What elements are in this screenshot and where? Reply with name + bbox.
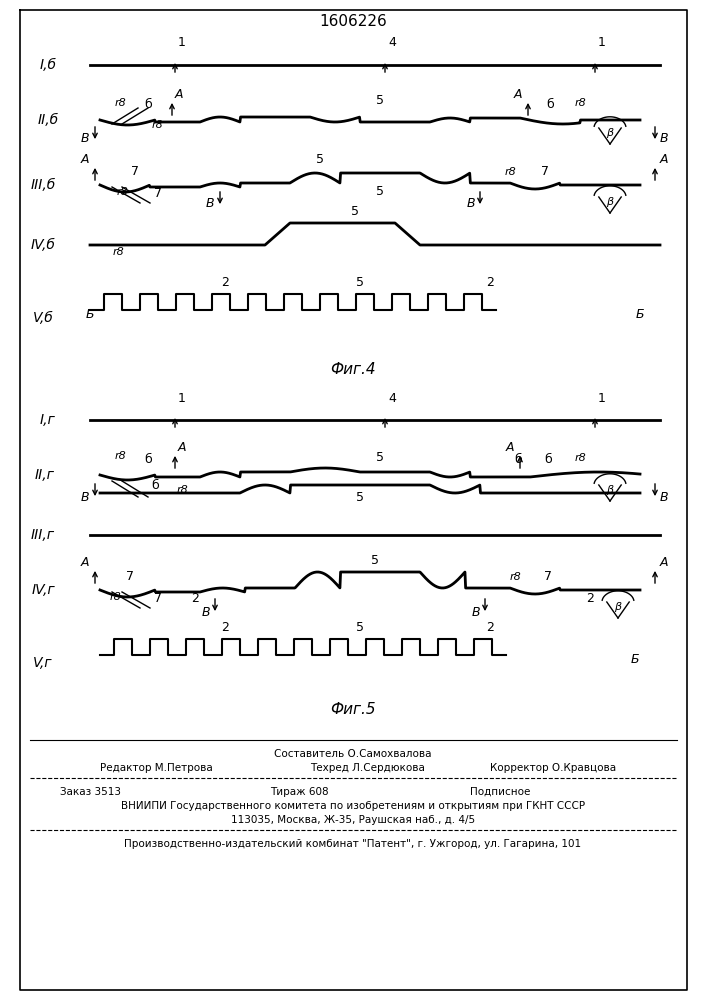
Text: 5: 5 xyxy=(356,491,364,504)
Text: B: B xyxy=(660,491,669,504)
Text: II,б: II,б xyxy=(37,113,59,127)
Text: B: B xyxy=(472,606,480,619)
Text: 113035, Москва, Ж-35, Раушская наб., д. 4/5: 113035, Москва, Ж-35, Раушская наб., д. … xyxy=(231,815,475,825)
Text: 5: 5 xyxy=(376,94,384,107)
Text: Производственно-издательский комбинат "Патент", г. Ужгород, ул. Гагарина, 101: Производственно-издательский комбинат "П… xyxy=(124,839,582,849)
Text: β: β xyxy=(614,602,621,612)
Text: б: б xyxy=(546,98,554,111)
Text: B: B xyxy=(201,606,210,619)
Text: A: A xyxy=(506,441,514,454)
Text: 7: 7 xyxy=(131,165,139,178)
Text: Фиг.4: Фиг.4 xyxy=(330,362,376,377)
Text: II,г: II,г xyxy=(35,468,55,482)
Text: V,б: V,б xyxy=(33,311,53,325)
Text: A: A xyxy=(660,556,669,569)
Text: 2: 2 xyxy=(486,621,494,634)
Text: 5: 5 xyxy=(316,153,324,166)
Text: V,г: V,г xyxy=(33,656,53,670)
Text: 7: 7 xyxy=(541,165,549,178)
Text: A: A xyxy=(178,441,187,454)
Text: Составитель О.Самохвалова: Составитель О.Самохвалова xyxy=(274,749,432,759)
Text: 7: 7 xyxy=(544,570,552,583)
Text: III,г: III,г xyxy=(31,528,55,542)
Text: I,г: I,г xyxy=(40,413,56,427)
Text: 7: 7 xyxy=(154,592,162,605)
Text: 1: 1 xyxy=(178,36,186,49)
Text: A: A xyxy=(81,556,89,569)
Text: 2: 2 xyxy=(221,276,229,289)
Text: IV,б: IV,б xyxy=(30,238,55,252)
Text: 5: 5 xyxy=(356,621,364,634)
Text: B: B xyxy=(81,491,89,504)
Text: r8: r8 xyxy=(509,572,521,582)
Text: 5: 5 xyxy=(356,276,364,289)
Text: I,б: I,б xyxy=(40,58,57,72)
Text: A: A xyxy=(81,153,89,166)
Text: Редактор М.Петрова: Редактор М.Петрова xyxy=(100,763,213,773)
Text: B: B xyxy=(81,132,89,145)
Text: A: A xyxy=(660,153,669,166)
Text: β: β xyxy=(607,485,614,495)
Text: 5: 5 xyxy=(376,185,384,198)
Text: б: б xyxy=(514,453,522,466)
Text: r8: r8 xyxy=(109,592,121,602)
Text: B: B xyxy=(467,197,475,210)
Text: 2: 2 xyxy=(586,592,594,605)
Text: r8: r8 xyxy=(114,98,126,108)
Text: б: б xyxy=(544,453,552,466)
Text: A: A xyxy=(513,88,522,101)
Text: 4: 4 xyxy=(388,391,396,404)
Text: Корректор О.Кравцова: Корректор О.Кравцова xyxy=(490,763,616,773)
Text: Фиг.5: Фиг.5 xyxy=(330,702,376,718)
Text: 1: 1 xyxy=(598,391,606,404)
Text: 5: 5 xyxy=(351,205,359,218)
Text: Техред Л.Сердюкова: Техред Л.Сердюкова xyxy=(310,763,425,773)
Text: 2: 2 xyxy=(221,621,229,634)
Text: б: б xyxy=(144,453,152,466)
Text: A: A xyxy=(175,88,184,101)
Text: r8: r8 xyxy=(114,451,126,461)
Text: r8: r8 xyxy=(574,98,586,108)
Text: Подписное: Подписное xyxy=(470,787,530,797)
Text: B: B xyxy=(660,132,669,145)
Text: III,б: III,б xyxy=(30,178,56,192)
Text: 1606226: 1606226 xyxy=(319,14,387,29)
Text: r8: r8 xyxy=(152,120,164,130)
Text: 4: 4 xyxy=(388,36,396,49)
Text: Б: Б xyxy=(636,308,644,321)
Text: r8: r8 xyxy=(574,453,586,463)
Text: r8: r8 xyxy=(176,485,188,495)
Text: 5: 5 xyxy=(376,451,384,464)
Text: Заказ 3513: Заказ 3513 xyxy=(60,787,121,797)
Text: Б: Б xyxy=(631,653,639,666)
Text: B: B xyxy=(205,197,214,210)
Text: β: β xyxy=(607,197,614,207)
Text: r8: r8 xyxy=(116,187,128,197)
Text: б: б xyxy=(151,479,159,492)
Text: β: β xyxy=(607,128,614,138)
Text: ВНИИПИ Государственного комитета по изобретениям и открытиям при ГКНТ СССР: ВНИИПИ Государственного комитета по изоб… xyxy=(121,801,585,811)
Text: Б: Б xyxy=(86,308,94,321)
Text: 5: 5 xyxy=(371,554,379,567)
Text: 7: 7 xyxy=(154,187,162,200)
Text: 2: 2 xyxy=(486,276,494,289)
Text: r8: r8 xyxy=(112,247,124,257)
Text: 7: 7 xyxy=(126,570,134,583)
Text: r8: r8 xyxy=(504,167,516,177)
Text: 1: 1 xyxy=(598,36,606,49)
Text: 1: 1 xyxy=(178,391,186,404)
Text: б: б xyxy=(144,98,152,111)
Text: 2: 2 xyxy=(191,592,199,605)
Text: IV,г: IV,г xyxy=(31,583,55,597)
Text: Тираж 608: Тираж 608 xyxy=(270,787,329,797)
